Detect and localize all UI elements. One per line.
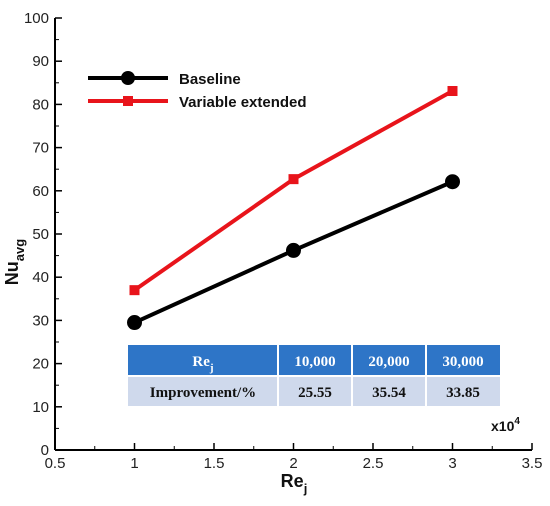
- x-tick-label: 1: [130, 455, 138, 472]
- y-tick-label: 70: [32, 140, 49, 157]
- table-value-10000: 25.55: [298, 385, 332, 401]
- y-tick-label: 10: [32, 399, 49, 416]
- legend-label-variable: Variable extended: [179, 94, 307, 111]
- data-point-variable-extended: [447, 86, 458, 97]
- data-table: Rej 10,000 20,000 30,000 Improvement/% 2…: [128, 345, 500, 406]
- y-tick-label: 0: [41, 442, 49, 459]
- data-point-baseline: [127, 315, 142, 331]
- series-line-variable-extended: [133, 89, 454, 292]
- legend-marker-baseline: [121, 71, 135, 85]
- series-layer: [127, 86, 460, 331]
- y-tick-label: 30: [32, 312, 49, 329]
- y-tick-label: 20: [32, 356, 49, 373]
- table-header-10000: 10,000: [294, 354, 335, 370]
- x-tick-label: 2.5: [363, 455, 384, 472]
- y-tick-label: 100: [24, 10, 49, 27]
- data-point-variable-extended: [288, 174, 299, 185]
- y-tick-label: 60: [32, 183, 49, 200]
- table-header-bg: [128, 345, 500, 376]
- table-row-bg: [128, 376, 500, 406]
- y-tick-label: 80: [32, 96, 49, 113]
- x-tick-label: 3.5: [522, 455, 543, 472]
- axes: [54, 17, 533, 451]
- table-value-20000: 35.54: [372, 385, 406, 401]
- legend-marker-variable: [123, 96, 133, 106]
- y-tick-label: 90: [32, 53, 49, 70]
- x-tick-label: 1.5: [204, 455, 225, 472]
- table-row-label: Improvement/%: [150, 385, 256, 401]
- legend-label-baseline: Baseline: [179, 71, 241, 88]
- x-multiplier: x104: [491, 416, 520, 434]
- y-axis-title: Nuavg: [2, 239, 27, 285]
- x-axis-title: Rej: [281, 471, 308, 496]
- x-tick-label: 3: [448, 455, 456, 472]
- tick-labels: 0 10 20 30 40 50 60 70 80 90 100 0.5 1 1.5 2 2.5 3 3.5: [24, 10, 542, 472]
- table-header-20000: 20,000: [368, 354, 409, 370]
- table-header-30000: 30,000: [442, 354, 483, 370]
- legend: Baseline Variable extended: [88, 71, 307, 111]
- y-tick-label: 40: [32, 269, 49, 286]
- table-header-re: Rej: [192, 354, 213, 374]
- data-point-variable-extended: [129, 285, 140, 296]
- data-point-baseline: [445, 174, 460, 190]
- x-tick-label: 0.5: [45, 455, 66, 472]
- y-tick-label: 50: [32, 226, 49, 243]
- x-tick-label: 2: [289, 455, 297, 472]
- data-point-baseline: [286, 242, 301, 258]
- table-value-30000: 33.85: [446, 385, 480, 401]
